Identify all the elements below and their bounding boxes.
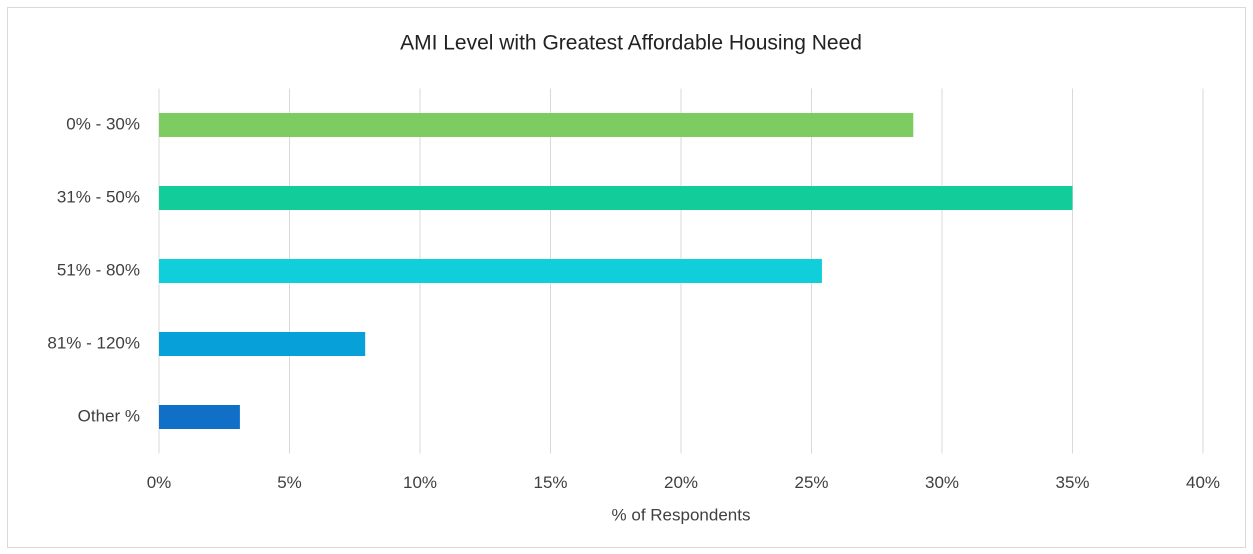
y-tick-label: 81% - 120% (47, 333, 140, 352)
bar (159, 113, 914, 137)
bar (159, 405, 240, 429)
bar (159, 332, 366, 356)
x-tick-label: 10% (403, 473, 437, 492)
y-tick-label: Other % (78, 406, 140, 425)
x-tick-label: 15% (533, 473, 567, 492)
x-tick-label: 25% (794, 473, 828, 492)
x-tick-label: 0% (147, 473, 172, 492)
x-tick-label: 20% (664, 473, 698, 492)
x-tick-label: 5% (277, 473, 302, 492)
x-tick-label: 40% (1186, 473, 1220, 492)
x-tick-label: 35% (1055, 473, 1089, 492)
y-tick-label: 51% - 80% (57, 260, 140, 279)
x-axis-title: % of Respondents (612, 505, 751, 524)
chart-title: AMI Level with Greatest Affordable Housi… (400, 32, 862, 55)
x-tick-label: 30% (925, 473, 959, 492)
bar (159, 259, 822, 283)
y-tick-label: 0% - 30% (66, 114, 140, 133)
y-tick-label: 31% - 50% (57, 187, 140, 206)
bar (159, 186, 1073, 210)
